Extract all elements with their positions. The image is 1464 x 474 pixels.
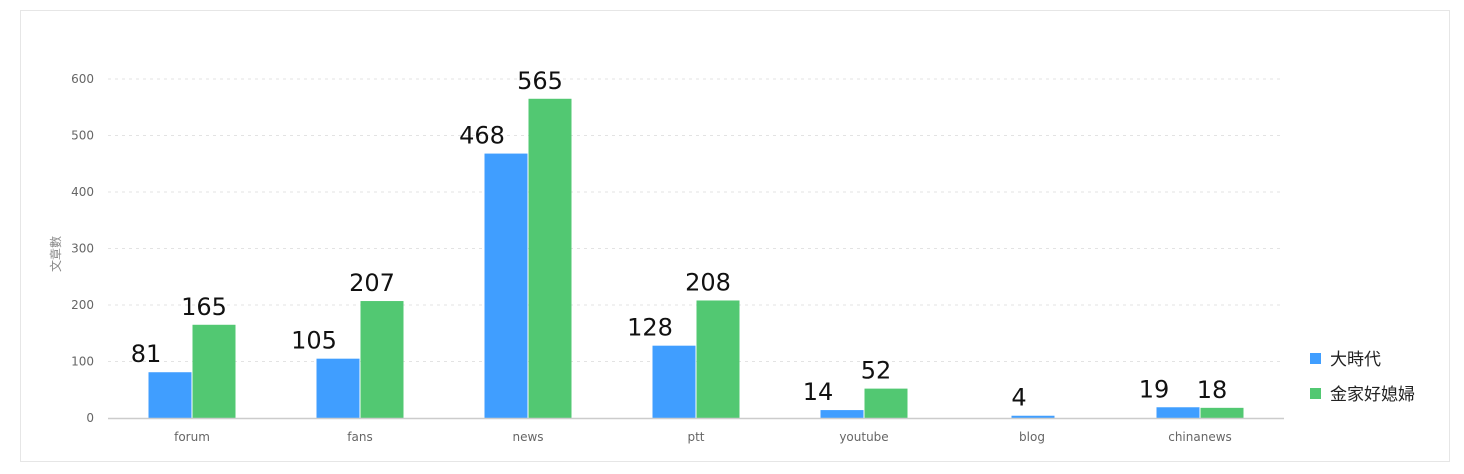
legend-swatch: [1310, 353, 1321, 364]
y-tick-label: 500: [71, 129, 94, 143]
data-label: 165: [181, 293, 227, 321]
bar-ptt-series-1[interactable]: [652, 345, 696, 418]
y-axis-title: 文章數: [48, 236, 63, 272]
bar-youtube-series-2[interactable]: [864, 388, 908, 418]
x-tick-label: youtube: [839, 430, 888, 444]
y-tick-label: 300: [71, 242, 94, 256]
legend-item-series-1[interactable]: 大時代: [1310, 350, 1381, 370]
data-label: 19: [1139, 375, 1170, 403]
y-tick-label: 600: [71, 72, 94, 86]
x-tick-label: fans: [347, 430, 372, 444]
bar-forum-series-2[interactable]: [192, 324, 236, 418]
data-label: 14: [803, 378, 834, 406]
gridlines: [108, 78, 1284, 362]
x-axis-ticks: forum fans news ptt youtube blog chinanews: [174, 430, 1232, 444]
data-label: 52: [861, 357, 892, 385]
data-label: 207: [349, 269, 395, 297]
data-labels: 81 165 105 207 468 565 128 208 14 52 4 19 18: [131, 67, 1228, 412]
data-label: 468: [459, 122, 505, 150]
x-tick-label: ptt: [687, 430, 704, 444]
bar-forum-series-1[interactable]: [148, 372, 192, 418]
bar-news-series-1[interactable]: [484, 153, 528, 418]
data-label: 18: [1197, 376, 1228, 404]
bar-fans-series-1[interactable]: [316, 358, 360, 418]
bar-chinanews-series-2[interactable]: [1200, 407, 1244, 418]
legend-swatch: [1310, 388, 1321, 399]
bar-fans-series-2[interactable]: [360, 301, 404, 418]
bar-blog-series-1[interactable]: [1011, 415, 1055, 418]
bar-news-series-2[interactable]: [528, 98, 572, 419]
y-tick-label: 100: [71, 355, 94, 369]
legend-label: 大時代: [1330, 350, 1381, 370]
y-tick-label: 200: [71, 298, 94, 312]
bar-chinanews-series-1[interactable]: [1156, 407, 1200, 418]
legend-label: 金家好媳婦: [1330, 385, 1415, 405]
y-axis-ticks: 0 100 200 300 400 500 600: [71, 72, 94, 425]
data-label: 128: [627, 314, 673, 342]
data-label: 565: [517, 67, 563, 95]
bar-youtube-series-1[interactable]: [820, 410, 864, 418]
bar-ptt-series-2[interactable]: [696, 300, 740, 418]
y-tick-label: 400: [71, 185, 94, 199]
data-label: 105: [291, 327, 337, 355]
bars: [148, 98, 1244, 419]
x-tick-label: forum: [174, 430, 210, 444]
data-label: 4: [1011, 384, 1026, 412]
x-tick-label: news: [512, 430, 543, 444]
x-tick-label: chinanews: [1168, 430, 1232, 444]
data-label: 208: [685, 268, 731, 296]
legend-item-series-2[interactable]: 金家好媳婦: [1310, 385, 1415, 405]
x-tick-label: blog: [1019, 430, 1045, 444]
y-tick-label: 0: [86, 411, 94, 425]
data-label: 81: [131, 340, 162, 368]
